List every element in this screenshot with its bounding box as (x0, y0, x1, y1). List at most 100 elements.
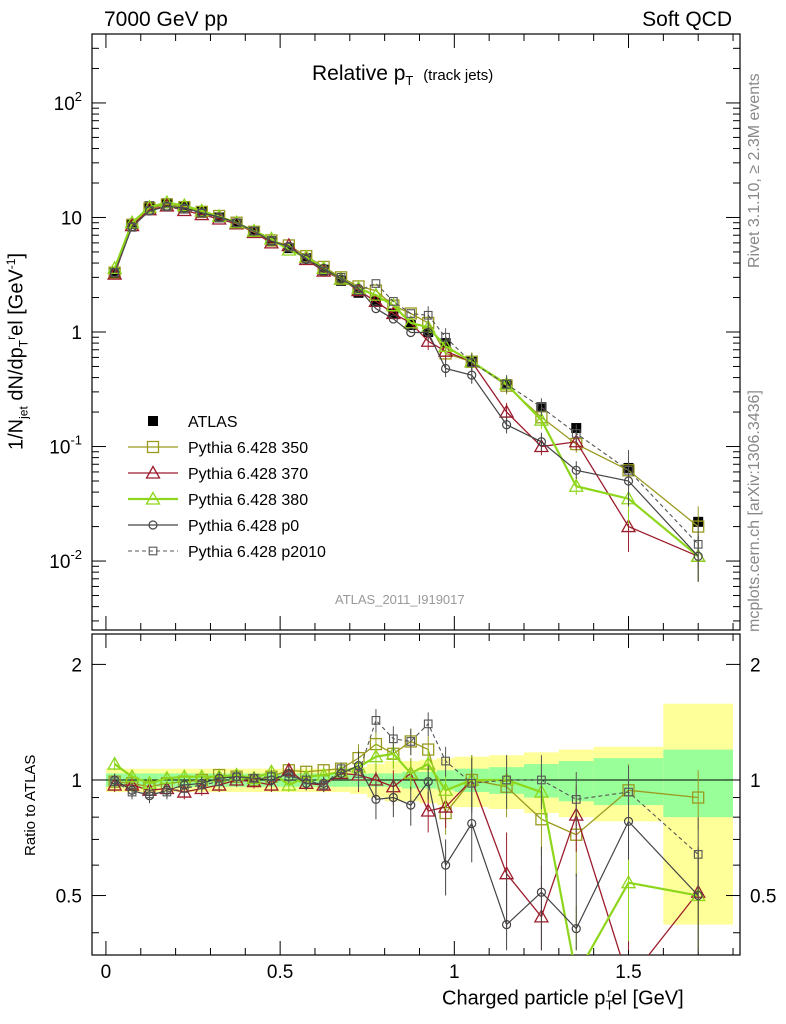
data-point-p370 (568, 433, 584, 448)
series-line-p0 (114, 205, 699, 557)
header-energy: 7000 GeV pp (104, 8, 228, 31)
ratio-point-p2010 (162, 787, 172, 797)
ratio-bands (105, 703, 734, 925)
data-point-p2010 (423, 310, 433, 320)
ratio-point-p2010 (127, 787, 137, 797)
data-point-p2010 (301, 253, 311, 263)
ratio-point-p2010 (197, 780, 207, 790)
legend-marker-p2010 (148, 546, 158, 556)
ratio-point-p2010 (214, 777, 224, 786)
data-point-p2010 (371, 279, 381, 288)
data-point-atlas (283, 243, 294, 254)
plot-title: Relative pT (track jets) (312, 62, 494, 89)
data-point-p2010 (467, 358, 477, 367)
header-category: Soft QCD (642, 8, 732, 31)
data-point-p0 (501, 420, 512, 430)
legend: ATLAS Pythia 6.428 350 Pythia 6.428 370 Pyt… (128, 414, 326, 561)
data-point-p2010 (389, 297, 398, 306)
ratio-y-tick-label-right: 2 (750, 655, 761, 676)
ratio-point-p2010 (441, 756, 450, 766)
ratio-plot-frame (91, 633, 741, 956)
data-point-p2010 (502, 379, 511, 389)
ratio-point-p0 (536, 887, 547, 897)
ratio-point-p2010 (232, 772, 241, 782)
data-point-p0 (441, 363, 451, 374)
ratio-line-p380 (114, 752, 699, 955)
ratio-point-p380 (437, 782, 454, 796)
ratio-point-p2010 (284, 772, 294, 782)
ratio-y-tick-label-left: 1 (71, 771, 82, 792)
x-axis-label: Charged particle pTrel [GeV] (442, 986, 684, 1013)
ratio-point-p0 (423, 777, 433, 787)
data-point-p0 (388, 314, 398, 324)
legend-label-p0: Pythia 6.428 p0 (188, 518, 299, 535)
ratio-point-p380 (403, 765, 419, 780)
mcplots-label: mcplots.cern.ch [arXiv:1306.3436] (746, 390, 763, 632)
data-point-p2010 (145, 206, 154, 215)
ratio-y-tick-label-left: 2 (71, 655, 82, 676)
ratio-point-p0 (371, 794, 381, 804)
data-point-p0 (536, 437, 547, 447)
legend-marker-p0 (148, 520, 158, 530)
data-point-p2010 (406, 309, 416, 318)
legend-label-p380: Pythia 6.428 380 (188, 492, 308, 509)
legend-label-p370: Pythia 6.428 370 (188, 466, 308, 483)
data-point-p350 (265, 234, 278, 247)
ratio-point-p380 (368, 748, 384, 763)
ratio-point-p350 (692, 791, 705, 804)
ratio-point-p0 (571, 924, 581, 934)
data-point-p2010 (214, 213, 224, 223)
ratio-point-p2010 (406, 737, 416, 746)
data-point-p380 (533, 412, 550, 426)
ratio-point-p2010 (336, 764, 346, 774)
ratio-point-p380 (620, 874, 637, 889)
ratio-point-p2010 (624, 787, 633, 797)
y-tick-label: 1 (71, 323, 82, 344)
data-point-p2010 (336, 273, 346, 282)
data-point-p2010 (354, 286, 363, 295)
x-tick-label: 1.5 (615, 962, 641, 983)
data-point-p380 (568, 478, 584, 492)
ratio-series (107, 709, 706, 955)
main-series (107, 194, 706, 582)
data-point-p2010 (267, 236, 276, 245)
data-point-p380 (107, 260, 123, 274)
ratio-point-p380 (281, 777, 297, 791)
legend-label-p2010: Pythia 6.428 p2010 (188, 544, 326, 561)
data-point-p2010 (693, 539, 703, 549)
data-point-p2010 (249, 226, 259, 236)
ratio-point-p2010 (467, 778, 477, 788)
ratio-y-tick-label-right: 0.5 (750, 887, 776, 908)
data-point-p380 (368, 287, 384, 301)
y-axis-label-bottom: Ratio to ATLAS (22, 754, 39, 856)
data-point-p370 (437, 343, 454, 357)
data-point-p0 (571, 465, 581, 475)
x-tick-label: 0.5 (267, 962, 293, 983)
series-line-p2010 (114, 206, 699, 545)
data-point-p0 (406, 327, 416, 338)
legend-marker-p380 (145, 491, 161, 505)
ratio-point-p380 (385, 745, 401, 760)
analysis-id: ATLAS_2011_I919017 (335, 592, 465, 607)
data-point-p0 (371, 304, 381, 314)
data-point-p2010 (537, 402, 546, 412)
ratio-point-p2010 (301, 775, 311, 785)
ratio-point-p2010 (571, 795, 581, 804)
data-point-p0 (423, 327, 433, 338)
ratio-point-p2010 (319, 780, 329, 790)
data-point-atlas (405, 320, 416, 331)
ratio-point-p370 (263, 777, 280, 791)
data-point-p380 (159, 194, 175, 209)
data-point-p2010 (571, 429, 581, 438)
ratio-point-p2010 (110, 777, 119, 786)
ratio-point-p0 (501, 920, 512, 930)
ratio-line-p2010 (114, 719, 699, 855)
y-tick-label: 10-1 (49, 433, 82, 459)
data-point-p2010 (110, 268, 119, 277)
ratio-point-p0 (406, 800, 416, 810)
legend-marker-p370 (145, 465, 161, 479)
ratio-point-p380 (159, 770, 175, 784)
ratio-point-p2010 (502, 775, 511, 785)
y-tick-label: 102 (54, 89, 82, 115)
